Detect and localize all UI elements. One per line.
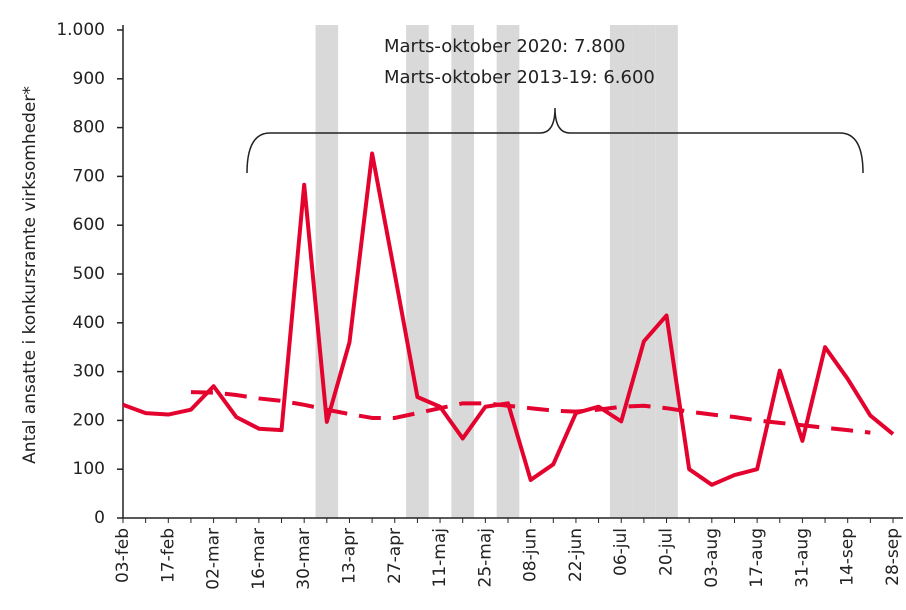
x-tick-label: 03-aug [702,528,722,588]
highlight-band [496,25,520,518]
y-tick-label: 1.000 [56,20,105,40]
x-tick-label: 14-sep [838,528,858,586]
y-tick-label: 400 [73,313,105,333]
y-tick-label: 700 [73,166,105,186]
x-tick-label: 06-jul [611,528,631,576]
x-tick-label: 13-apr [339,528,359,584]
x-tick-label: 03-feb [113,528,133,583]
highlight-band [655,25,678,518]
highlight-band [632,25,656,518]
x-tick-label: 31-aug [792,528,812,588]
x-tick-label: 02-mar [204,528,224,590]
series-line [122,151,895,487]
x-tick-label: 30-mar [294,528,314,590]
x-tick-label: 16-mar [249,528,269,590]
y-tick-label: 600 [73,215,105,235]
y-tick-label: 800 [73,118,105,138]
y-tick-label: 300 [73,362,105,382]
y-tick-label: 100 [73,459,105,479]
y-tick-label: 500 [73,264,105,284]
x-tick-label: 11-maj [430,528,450,587]
highlight-band [406,25,429,518]
x-tick-label: 08-jun [521,528,541,582]
y-tick-label: 200 [73,410,105,430]
highlight-bands [315,25,678,518]
x-tick-label: 25-maj [475,528,495,587]
series-line [190,390,871,435]
y-tick-label: 900 [73,69,105,89]
annotation: Marts-oktober 2020: 7.800 [384,36,625,57]
x-tick-label: 17-feb [158,528,178,583]
y-tick-label: 0 [94,508,105,528]
x-tick-label: 20-jul [657,528,677,576]
x-tick-label: 17-aug [747,528,767,588]
x-tick-label: 27-apr [385,528,405,584]
highlight-band [315,25,339,518]
x-tick-label: 22-jun [566,528,586,582]
annotation: Marts-oktober 2013-19: 6.600 [384,67,655,88]
brace [246,107,864,174]
highlight-band [451,25,475,518]
highlight-band [609,25,633,518]
x-tick-label: 28-sep [883,528,903,586]
y-axis-label: Antal ansatte i konkursramte virksomhede… [20,86,40,464]
